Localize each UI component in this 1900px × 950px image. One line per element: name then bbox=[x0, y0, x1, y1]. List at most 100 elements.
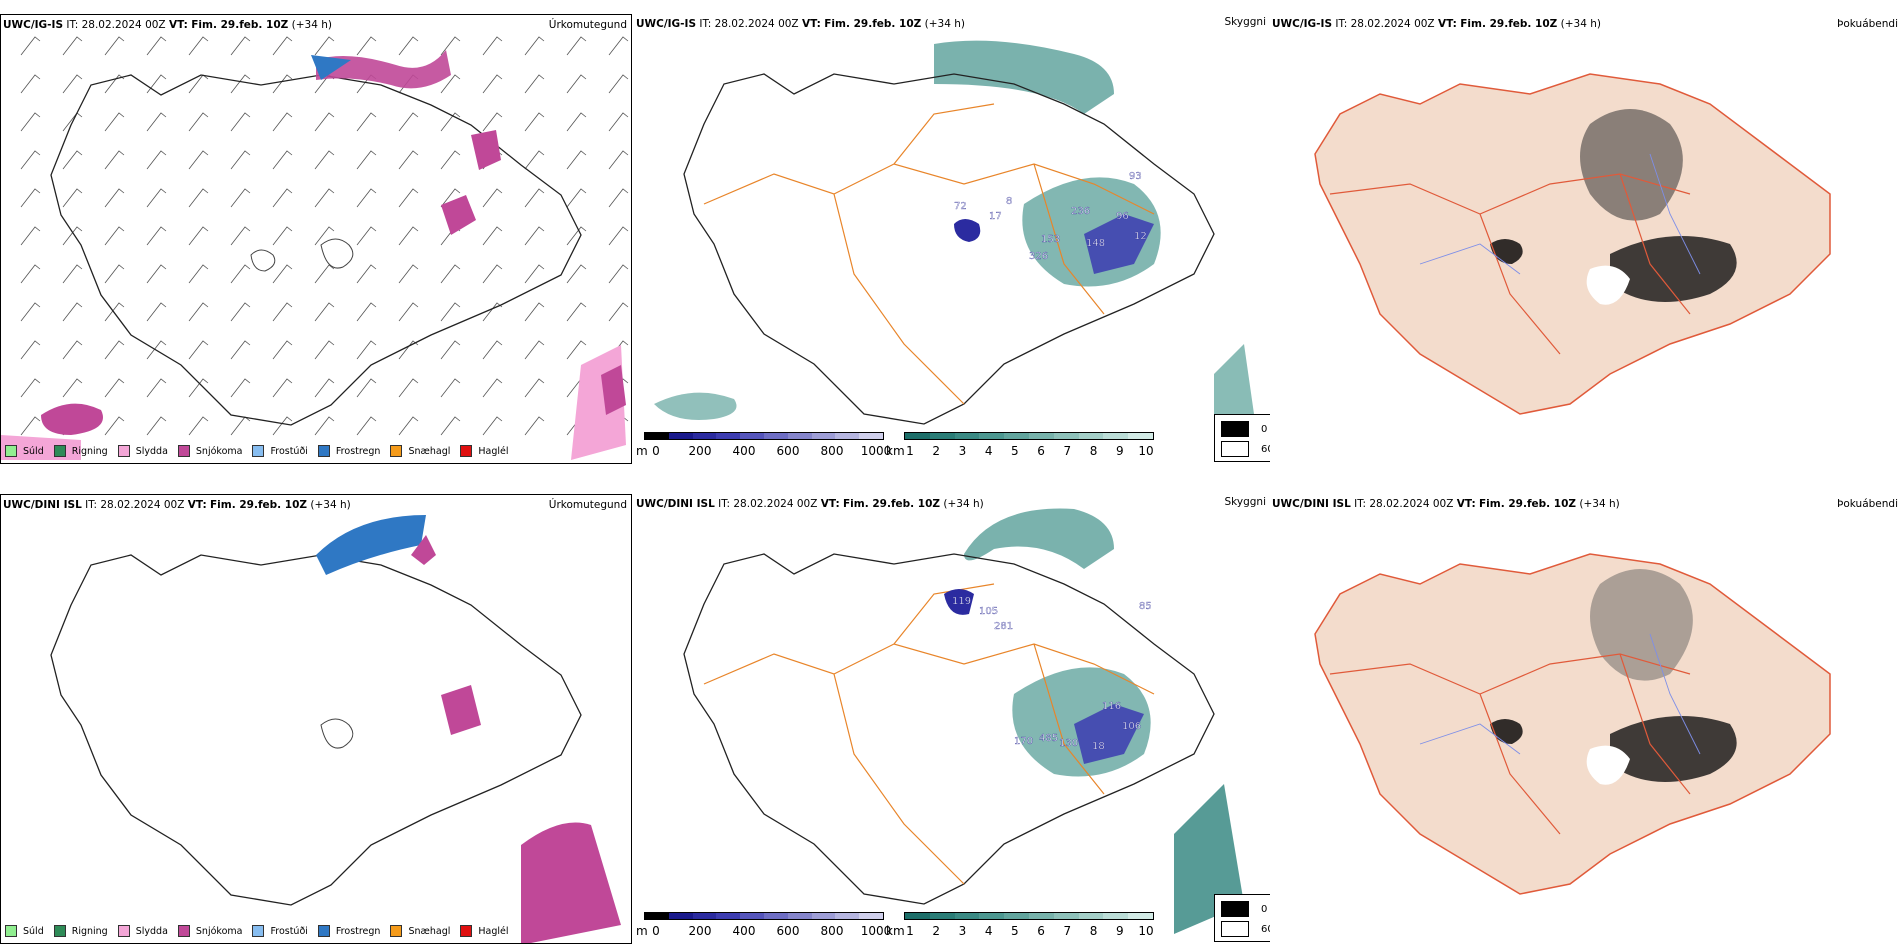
panel-label-visibility: Skyggni bbox=[1224, 16, 1267, 28]
colorbar-tick-label: 9 bbox=[1115, 444, 1124, 458]
wind-barb bbox=[314, 378, 335, 398]
river-lines bbox=[1419, 153, 1701, 275]
wind-barb bbox=[230, 112, 251, 132]
wind-barb bbox=[356, 264, 377, 284]
panel-title: UWC/DINI ISL IT: 28.02.2024 00Z VT: Fim.… bbox=[636, 498, 984, 510]
precip-legend-swatch bbox=[53, 925, 66, 937]
wind-barb bbox=[440, 302, 461, 322]
colorbar-tick-label: 7 bbox=[1063, 924, 1072, 938]
fog-legend-label: 0 bbox=[1261, 423, 1268, 435]
fog-shade bbox=[1610, 236, 1737, 302]
wind-barb bbox=[524, 416, 545, 436]
iceland-outline bbox=[50, 554, 582, 906]
wind-barb bbox=[188, 264, 209, 284]
wind-barb bbox=[20, 378, 41, 398]
ceiling-value-label: 130 bbox=[1059, 738, 1078, 749]
ceiling-value-label: 12 bbox=[1134, 231, 1147, 242]
precip-legend-swatch bbox=[117, 925, 130, 937]
wind-barb bbox=[356, 378, 377, 398]
ceiling-value-label: 8 bbox=[1006, 196, 1012, 207]
wind-barb bbox=[146, 264, 167, 284]
freezing-rain-area bbox=[311, 55, 351, 80]
fog-legend-box: 0 60 bbox=[1214, 414, 1270, 462]
wind-barb bbox=[398, 340, 419, 360]
wind-barb bbox=[230, 74, 251, 94]
precip-legend-label: Snjókoma bbox=[195, 925, 243, 937]
precip-legend-item: Haglél bbox=[460, 925, 509, 937]
wind-barb bbox=[398, 36, 419, 56]
precip-legend-item: Snjókoma bbox=[177, 445, 242, 457]
visibility-colorbar: km 1 2 3 4 5 6 7 8 9 10 bbox=[886, 912, 1176, 942]
precip-legend-label: Frostregn bbox=[335, 925, 381, 937]
precip-legend-item: Frostúði bbox=[252, 445, 308, 457]
glacier-outline bbox=[320, 238, 354, 269]
snow-area bbox=[411, 535, 436, 565]
ceiling-colorbar: m 0 200 400 600 800 1000 bbox=[636, 912, 891, 942]
wind-barb bbox=[440, 416, 461, 436]
wind-barb bbox=[356, 226, 377, 246]
low-ceiling-area bbox=[944, 589, 974, 615]
wind-barb bbox=[20, 150, 41, 170]
road-lines bbox=[1329, 653, 1691, 835]
precip-legend: Súld Rigning Slydda Snjókoma Frostúði Frostre… bbox=[5, 445, 509, 457]
wind-barb bbox=[62, 226, 83, 246]
wind-barb bbox=[566, 264, 587, 284]
snow-area bbox=[41, 403, 103, 435]
wind-barb bbox=[524, 188, 545, 208]
fog-legend-swatch bbox=[1221, 441, 1249, 457]
precip-type-map bbox=[50, 515, 621, 943]
glacier-white bbox=[1586, 265, 1630, 305]
precip-legend-label: Frostregn bbox=[335, 445, 381, 457]
panel-title: UWC/IG-IS IT: 28.02.2024 00Z VT: Fim. 29… bbox=[3, 19, 332, 31]
precip-legend-label: Súld bbox=[23, 925, 44, 937]
precip-legend-swatch bbox=[5, 445, 17, 457]
wind-barb bbox=[104, 150, 125, 170]
wind-barb bbox=[566, 188, 587, 208]
precip-legend-swatch bbox=[460, 925, 473, 937]
iceland-land bbox=[1314, 73, 1831, 415]
wind-barb bbox=[356, 416, 377, 436]
glacier-outline bbox=[250, 249, 276, 272]
ceiling-value-label: 170 bbox=[1014, 736, 1033, 747]
precip-type-panel-bottom: UWC/DINI ISL IT: 28.02.2024 00Z VT: Fim.… bbox=[0, 494, 632, 944]
wind-barb bbox=[230, 378, 251, 398]
wind-barb bbox=[524, 150, 545, 170]
precip-legend-item: Haglél bbox=[460, 445, 509, 457]
colorbar-tick-label: 4 bbox=[984, 924, 993, 938]
precip-legend-swatch bbox=[53, 445, 66, 457]
wind-barb bbox=[440, 378, 461, 398]
wind-barb bbox=[482, 340, 503, 360]
wind-barb bbox=[482, 36, 503, 56]
fog-legend-swatch bbox=[1221, 901, 1249, 917]
wind-barb bbox=[524, 340, 545, 360]
precip-legend-label: Rigning bbox=[71, 925, 108, 937]
ceiling-value-label: 116 bbox=[1102, 701, 1121, 712]
wind-barb bbox=[20, 112, 41, 132]
colorbar-tick-label: 2 bbox=[932, 924, 941, 938]
wind-barb bbox=[608, 302, 629, 322]
wind-barb bbox=[608, 150, 629, 170]
wind-barb bbox=[230, 264, 251, 284]
colorbar-tick-label: 800 bbox=[820, 924, 844, 938]
precip-legend-swatch bbox=[252, 445, 265, 457]
precip-legend-label: Súld bbox=[23, 445, 44, 457]
snow-area bbox=[471, 130, 501, 170]
wind-barb bbox=[482, 74, 503, 94]
wind-barb bbox=[104, 112, 125, 132]
ceiling-colorbar-strip bbox=[644, 432, 884, 440]
wind-barb bbox=[566, 226, 587, 246]
visibility-panel-top: UWC/IG-IS IT: 28.02.2024 00Z VT: Fim. 29… bbox=[634, 14, 1270, 464]
wind-barb bbox=[230, 416, 251, 436]
snow-area bbox=[316, 50, 451, 89]
wind-barb bbox=[524, 112, 545, 132]
fog-legend-swatch bbox=[1221, 921, 1249, 937]
visibility-unit: km bbox=[886, 924, 905, 938]
wind-barb bbox=[20, 416, 41, 436]
wind-barb bbox=[524, 74, 545, 94]
wind-barb bbox=[524, 264, 545, 284]
wind-barb bbox=[356, 302, 377, 322]
colorbar-tick-label: 6 bbox=[1037, 924, 1045, 938]
wind-barb bbox=[314, 340, 335, 360]
wind-barb bbox=[104, 264, 125, 284]
fog-legend-row: 60 bbox=[1221, 441, 1270, 457]
